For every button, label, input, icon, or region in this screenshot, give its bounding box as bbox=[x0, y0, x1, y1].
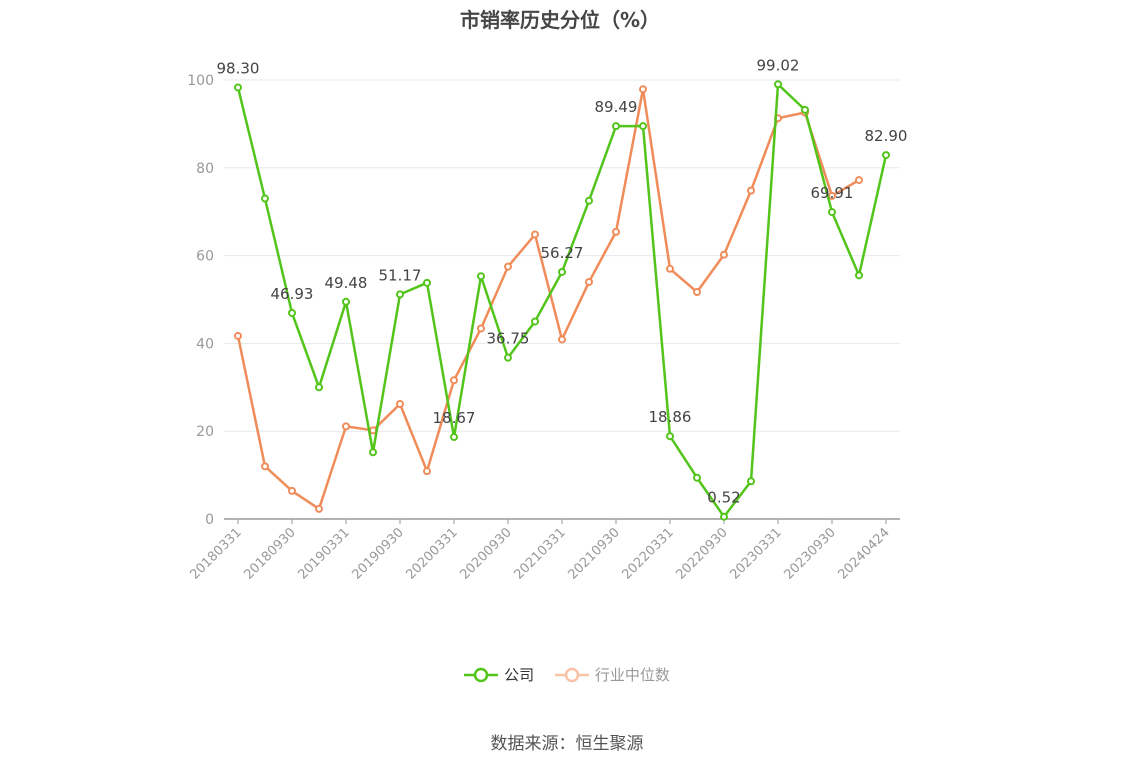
axes: 0 20 40 60 80 100 2018033120180930201903312019… bbox=[187, 73, 900, 583]
data-point-company bbox=[828, 208, 836, 217]
x-tick-label: 20200930 bbox=[457, 525, 514, 582]
data-point-industry bbox=[288, 486, 296, 495]
data-point-company bbox=[612, 122, 620, 131]
data-point-industry bbox=[450, 376, 458, 385]
legend-industry-icon bbox=[554, 667, 589, 682]
data-point-industry bbox=[342, 422, 350, 431]
y-tick-label: 40 bbox=[196, 336, 214, 352]
data-point-company bbox=[477, 272, 485, 281]
data-label: 82.90 bbox=[865, 127, 908, 145]
data-point-industry bbox=[396, 399, 404, 408]
data-point-company bbox=[288, 308, 296, 317]
x-tick-label: 20180930 bbox=[241, 525, 298, 582]
data-point-company bbox=[882, 151, 890, 160]
x-tick-label: 20180331 bbox=[187, 525, 244, 582]
legend: 公司 行业中位数 bbox=[0, 664, 1134, 687]
y-tick-label: 80 bbox=[196, 161, 214, 177]
chart-title: 市销率历史分位（%） bbox=[459, 8, 661, 32]
data-label: 18.67 bbox=[433, 409, 476, 427]
y-tick-label: 100 bbox=[187, 73, 214, 89]
data-point-company bbox=[261, 194, 269, 203]
data-point-company bbox=[234, 83, 242, 92]
series-lines bbox=[234, 80, 890, 521]
data-point-company bbox=[693, 473, 701, 482]
series-line-industry bbox=[236, 87, 860, 511]
data-point-industry bbox=[639, 85, 647, 94]
data-label: 0.52 bbox=[707, 489, 740, 507]
source-note: 数据来源：恒生聚源 bbox=[490, 734, 644, 754]
y-tick-label: 0 bbox=[205, 512, 214, 528]
data-point-company bbox=[504, 353, 512, 362]
data-label: 98.30 bbox=[217, 59, 260, 77]
data-point-company bbox=[855, 271, 863, 280]
x-tick-label: 20200331 bbox=[403, 525, 460, 582]
data-label: 18.86 bbox=[649, 408, 692, 426]
data-point-company bbox=[423, 278, 431, 287]
x-tick-label: 20230930 bbox=[781, 525, 838, 582]
data-point-company bbox=[585, 196, 593, 205]
data-label: 56.27 bbox=[541, 244, 584, 262]
data-point-company bbox=[774, 80, 782, 89]
data-point-company bbox=[450, 433, 458, 442]
data-point-industry bbox=[369, 426, 377, 435]
data-point-industry bbox=[855, 176, 863, 185]
data-point-industry bbox=[261, 462, 269, 471]
data-point-company bbox=[747, 477, 755, 486]
data-label: 49.48 bbox=[325, 274, 368, 292]
data-point-industry bbox=[531, 230, 539, 239]
data-point-company bbox=[639, 122, 647, 131]
x-tick-label: 20190331 bbox=[295, 525, 352, 582]
data-label: 99.02 bbox=[757, 56, 800, 74]
legend-item-industry[interactable]: 行业中位数 bbox=[554, 664, 670, 685]
data-point-industry bbox=[315, 504, 323, 513]
x-tick-label: 20220331 bbox=[619, 525, 676, 582]
data-point-company bbox=[801, 105, 809, 114]
data-point-industry bbox=[666, 264, 674, 273]
data-point-company bbox=[315, 383, 323, 392]
data-point-company bbox=[531, 317, 539, 326]
x-tick-label: 20210930 bbox=[565, 525, 622, 582]
legend-company-icon bbox=[464, 667, 499, 682]
data-point-industry bbox=[585, 277, 593, 286]
legend-company-label: 公司 bbox=[504, 666, 535, 684]
legend-industry-label: 行业中位数 bbox=[594, 666, 670, 684]
data-point-industry bbox=[693, 288, 701, 297]
data-point-company bbox=[720, 512, 728, 521]
data-point-company bbox=[369, 448, 377, 457]
x-tick-label: 20190930 bbox=[349, 525, 406, 582]
data-point-company bbox=[342, 297, 350, 306]
data-point-company bbox=[666, 432, 674, 441]
line-chart: 0 20 40 60 80 100 2018033120180930201903312019… bbox=[187, 56, 908, 583]
x-tick-label: 20240424 bbox=[835, 525, 892, 582]
data-point-industry bbox=[747, 186, 755, 195]
data-label: 69.91 bbox=[811, 184, 854, 202]
data-point-industry bbox=[558, 335, 566, 344]
data-label: 36.75 bbox=[487, 330, 530, 348]
y-tick-label: 20 bbox=[196, 424, 214, 440]
data-label: 46.93 bbox=[271, 285, 314, 303]
data-point-industry bbox=[234, 331, 242, 340]
x-tick-label: 20230331 bbox=[727, 525, 784, 582]
data-labels: 98.30 46.93 49.48 51.17 18.67 36.75 56.27 89.49… bbox=[217, 56, 908, 506]
data-point-industry bbox=[504, 262, 512, 271]
data-point-company bbox=[396, 290, 404, 299]
data-point-industry bbox=[720, 250, 728, 259]
legend-item-company[interactable]: 公司 bbox=[464, 664, 534, 685]
series-line-company bbox=[236, 83, 888, 518]
x-tick-label: 20220930 bbox=[673, 525, 730, 582]
data-point-company bbox=[558, 267, 566, 276]
data-label: 89.49 bbox=[595, 98, 638, 116]
data-point-industry bbox=[477, 324, 485, 333]
y-tick-label: 60 bbox=[196, 249, 214, 265]
data-label: 51.17 bbox=[379, 266, 422, 284]
data-point-industry bbox=[423, 467, 431, 476]
x-tick-label: 20210331 bbox=[511, 525, 568, 582]
data-point-industry bbox=[612, 227, 620, 236]
